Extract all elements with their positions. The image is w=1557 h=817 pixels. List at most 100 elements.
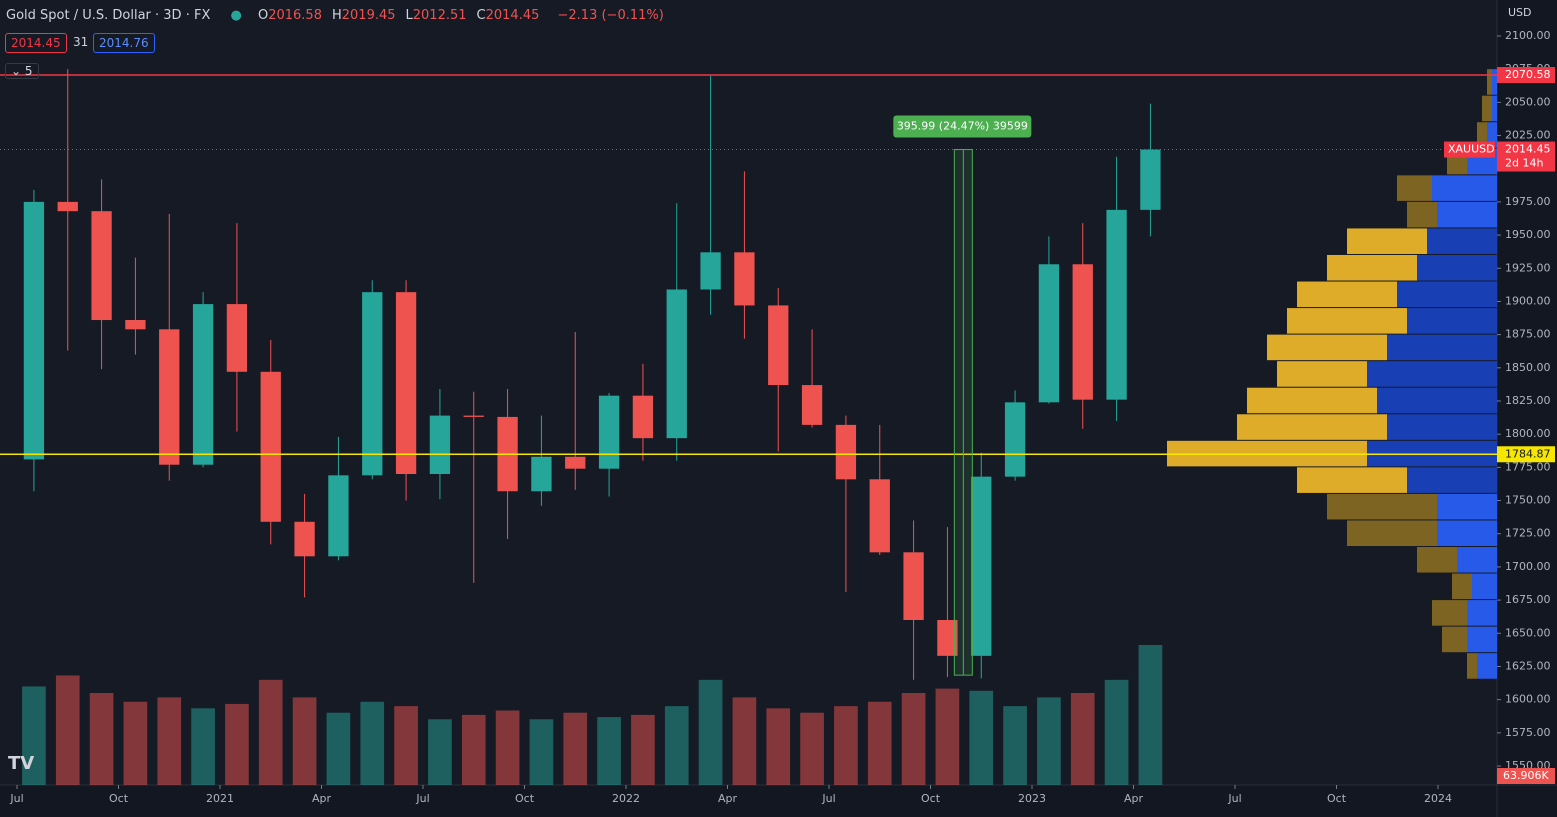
y-tick-label: 1575.00: [1505, 726, 1551, 739]
volume-tag: [1497, 768, 1555, 784]
sell-price[interactable]: 2014.45: [5, 33, 67, 53]
profile-up: [1417, 254, 1497, 281]
y-tick-label: 1700.00: [1505, 560, 1551, 573]
buy-price[interactable]: 2014.76: [93, 33, 155, 53]
y-tick-label: 1625.00: [1505, 659, 1551, 672]
profile-down: [1417, 547, 1457, 573]
candle-body: [1004, 402, 1026, 477]
ohlc-key: L: [405, 8, 413, 23]
candle-body: [23, 201, 45, 460]
volume-bar: [800, 712, 824, 785]
profile-up: [1387, 334, 1497, 361]
profile-down: [1407, 201, 1437, 228]
volume-bar: [1037, 697, 1061, 785]
candle-body: [971, 476, 992, 656]
profile-down: [1452, 573, 1472, 600]
x-tick-label: 2021: [206, 792, 234, 805]
ohlc: O2016.58 H2019.45 L2012.51 C2014.45: [258, 8, 549, 23]
profile-up: [1467, 600, 1497, 626]
x-tick-label: Apr: [718, 792, 738, 805]
profile-down: [1432, 600, 1467, 626]
y-tick-label: 1725.00: [1505, 527, 1551, 540]
y-tick-label: 1950.00: [1505, 228, 1551, 241]
measure-tag: [893, 115, 1032, 138]
profile-down: [1347, 228, 1427, 254]
candle-body: [869, 479, 890, 553]
candle-body: [666, 289, 687, 439]
price-line-label: 1784.87: [1505, 447, 1551, 460]
y-tick-label: 1775.00: [1505, 460, 1551, 473]
candle-body: [362, 292, 383, 476]
profile-up: [1437, 520, 1497, 547]
profile-up: [1487, 122, 1497, 148]
currency[interactable]: USD: [1508, 6, 1532, 19]
candle-body: [734, 252, 755, 306]
volume-bar: [698, 679, 723, 785]
volume-bar: [495, 710, 520, 785]
y-tick-label: 2100.00: [1505, 29, 1551, 42]
volume-bar: [360, 701, 385, 785]
y-tick-label: 1975.00: [1505, 195, 1551, 208]
y-tick-label: 1925.00: [1505, 261, 1551, 274]
candle-body: [531, 456, 552, 492]
last-price-box: [1497, 141, 1555, 172]
candle-body: [57, 201, 78, 212]
candle-body: [91, 211, 112, 321]
volume-bar: [766, 708, 791, 785]
candle-body: [768, 305, 789, 386]
profile-down: [1297, 467, 1407, 493]
legend: Gold Spot / U.S. Dollar · 3D · FX ● O201…: [6, 8, 664, 23]
volume-bar: [1003, 706, 1027, 785]
volume-bar: [428, 719, 452, 785]
x-tick-label: Apr: [312, 792, 332, 805]
x-tick-label: Apr: [1124, 792, 1144, 805]
candle-body: [226, 304, 248, 372]
y-tick-label: 1875.00: [1505, 328, 1551, 341]
volume-bar: [732, 697, 757, 785]
volume-bar: [867, 701, 892, 785]
volume-bar: [631, 714, 655, 785]
x-tick-label: 2024: [1424, 792, 1452, 805]
profile-up: [1407, 467, 1497, 493]
candle-body: [328, 475, 349, 557]
ohlc-key: H: [331, 8, 342, 23]
profile-up: [1437, 493, 1497, 520]
profile-up: [1472, 573, 1497, 600]
indicators-toggle[interactable]: ⌄ 5: [5, 63, 39, 79]
ohlc-value: 2012.51: [412, 8, 467, 23]
profile-down: [1297, 281, 1397, 308]
profile-down: [1267, 334, 1387, 361]
profile-down: [1327, 254, 1417, 281]
ohlc-value: 2016.58: [268, 8, 322, 23]
x-tick-label: Oct: [1327, 792, 1347, 805]
logo: TV: [8, 753, 34, 774]
y-tick-label: 1850.00: [1505, 361, 1551, 374]
y-tick-label: 1650.00: [1505, 626, 1551, 639]
profile-up: [1437, 201, 1497, 228]
candle-body: [598, 395, 620, 469]
candle-body: [835, 424, 857, 480]
x-tick-label: Oct: [109, 792, 129, 805]
candle-body: [159, 329, 180, 465]
price-axis: [1497, 0, 1557, 817]
last-price-tag: [1444, 141, 1495, 158]
last-symbol: XAUUSD: [1448, 143, 1495, 156]
candle-body: [700, 252, 721, 290]
volume-bar: [834, 706, 858, 785]
volume-bar: [969, 690, 994, 785]
x-tick-label: 2023: [1018, 792, 1046, 805]
candle-body: [260, 371, 281, 522]
measure-label: 395.99 (24.47%) 39599: [897, 120, 1028, 133]
y-tick-label: 2025.00: [1505, 129, 1551, 142]
volume-bar: [123, 701, 148, 785]
volume-profile: [1167, 69, 1497, 679]
volume-bar: [225, 703, 249, 785]
y-tick-label: 2050.00: [1505, 95, 1551, 108]
volume-bar: [191, 708, 215, 785]
volume-bar: [1104, 679, 1129, 785]
candle-body: [1106, 209, 1127, 400]
candle-body: [463, 415, 484, 417]
change: −2.13 (−0.11%): [557, 8, 664, 23]
volume-bar: [935, 688, 960, 785]
